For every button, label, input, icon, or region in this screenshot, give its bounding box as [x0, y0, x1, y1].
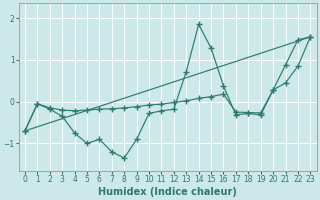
X-axis label: Humidex (Indice chaleur): Humidex (Indice chaleur)	[98, 187, 237, 197]
